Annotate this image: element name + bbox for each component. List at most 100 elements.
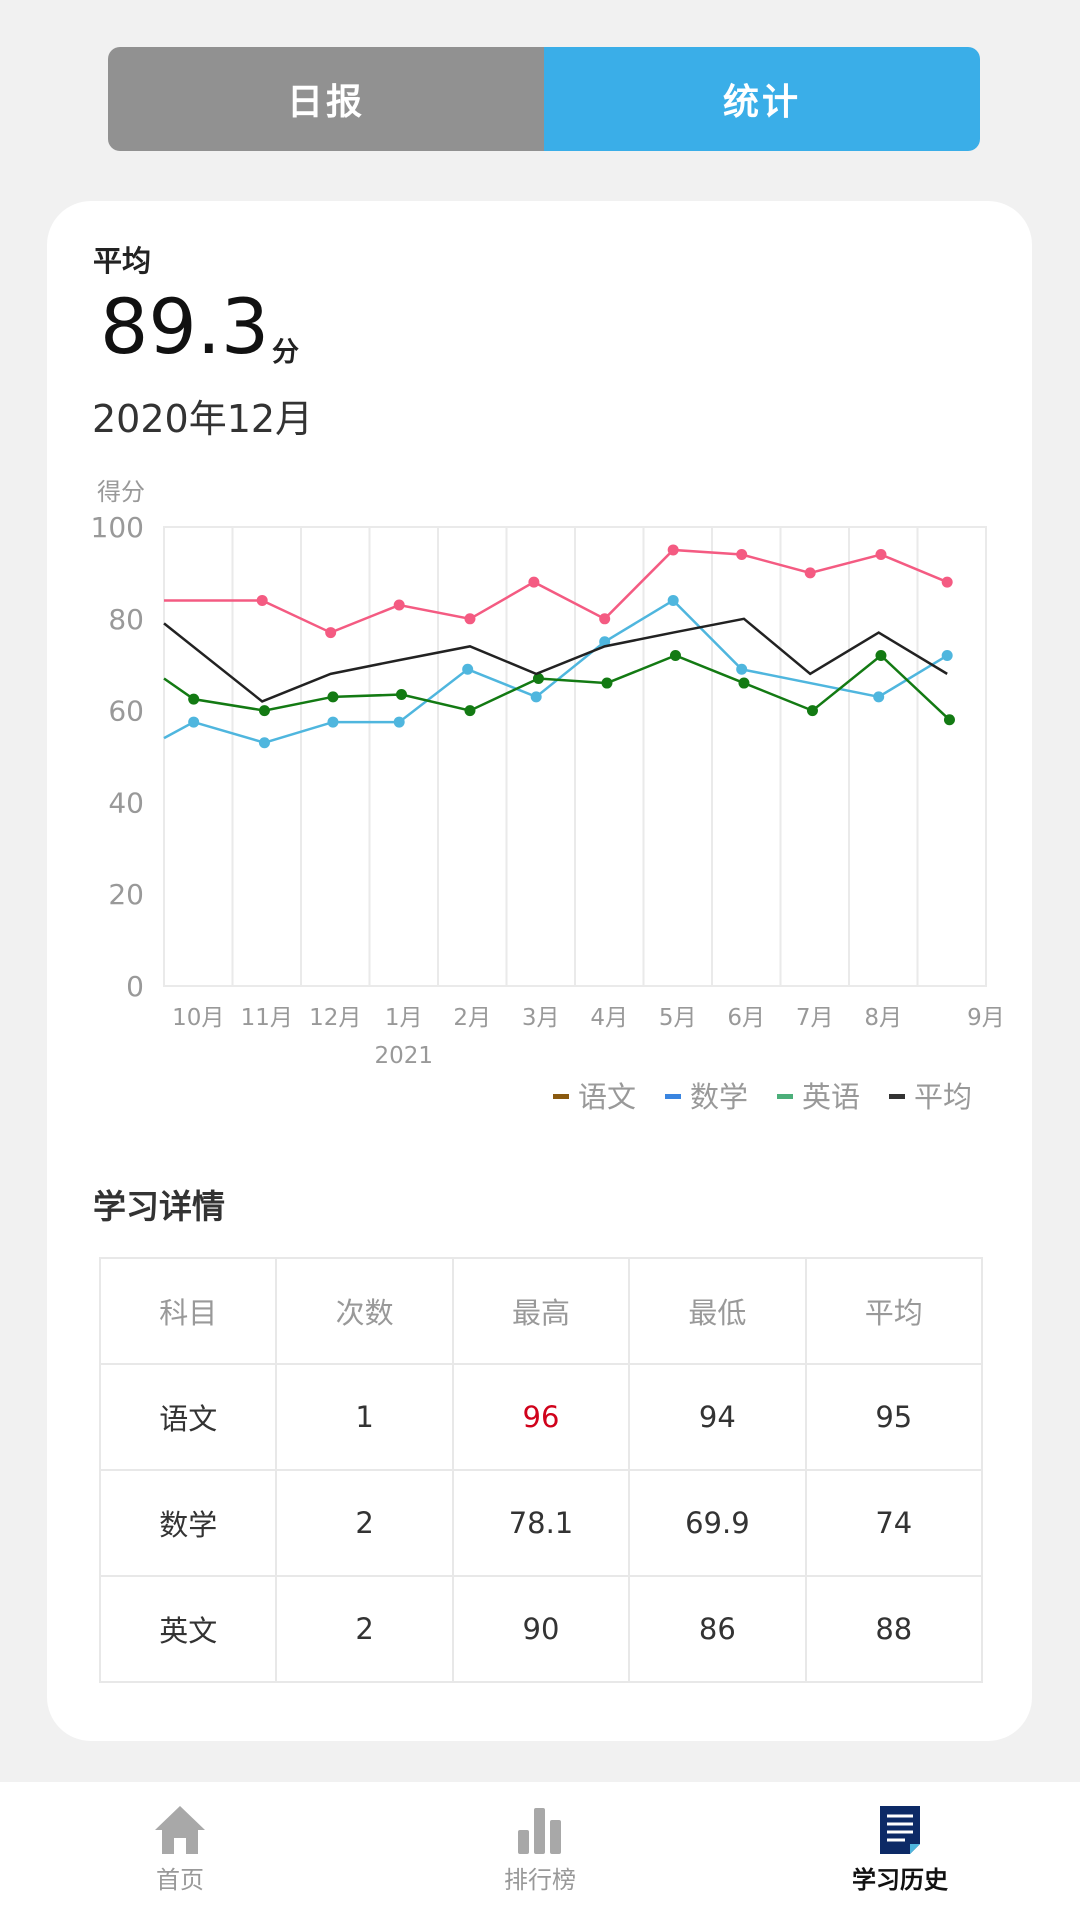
cell: 1	[275, 1363, 454, 1471]
data-point	[532, 672, 544, 684]
series-line-0	[164, 548, 948, 634]
data-point	[258, 705, 270, 717]
data-point	[736, 663, 748, 675]
data-point	[599, 636, 611, 648]
details-title: 学习详情	[93, 1187, 225, 1226]
cell: 语文	[98, 1363, 278, 1471]
legend-label: 数学	[690, 1080, 748, 1114]
cell: 96	[451, 1363, 631, 1471]
average-label: 平均	[93, 244, 152, 278]
header-cell: 次数	[275, 1257, 454, 1365]
data-point	[599, 613, 611, 625]
y-tick-label: 0	[126, 970, 144, 1003]
data-point	[941, 650, 953, 662]
data-point	[667, 544, 679, 556]
data-point	[875, 549, 887, 561]
data-point	[258, 737, 270, 749]
series-line-1	[163, 598, 948, 745]
x-tick-label: 2月	[453, 1005, 491, 1031]
cell: 88	[804, 1575, 984, 1683]
x-tick-label: 10月	[172, 1005, 224, 1031]
y-tick-label: 60	[108, 695, 144, 728]
x-tick-label: 5月	[659, 1005, 697, 1031]
data-point	[188, 693, 200, 705]
legend-label: 语文	[578, 1080, 636, 1114]
legend-swatch	[553, 1094, 569, 1099]
cell: 英文	[98, 1575, 278, 1683]
data-point	[327, 716, 339, 728]
data-point	[188, 716, 200, 728]
data-point	[464, 705, 476, 717]
x-sub-label: 2021	[374, 1043, 433, 1069]
nav-ranking-label: 排行榜	[504, 1866, 576, 1894]
tab-daily-report[interactable]: 日报	[108, 47, 544, 151]
legend-label: 英语	[802, 1080, 860, 1114]
data-point	[395, 689, 407, 701]
table-row: 语文 1 96 94 95	[98, 1363, 984, 1471]
data-point	[393, 716, 405, 728]
data-point	[873, 691, 885, 703]
table-header-row: 科目 次数 最高 最低 平均	[98, 1257, 984, 1365]
cell: 69.9	[628, 1469, 807, 1577]
legend-swatch	[777, 1094, 793, 1099]
header-cell: 最低	[628, 1257, 807, 1365]
data-point	[393, 599, 405, 611]
x-tick-label: 3月	[522, 1005, 560, 1031]
y-tick-label: 80	[108, 603, 144, 636]
data-point	[256, 594, 268, 606]
table-row: 英文 2 90 86 88	[98, 1575, 984, 1683]
nav-study-history[interactable]: 学习历史	[720, 1782, 1080, 1920]
cell: 2	[275, 1469, 454, 1577]
cell: 74	[804, 1469, 984, 1577]
data-point	[804, 567, 816, 579]
data-point	[806, 705, 818, 717]
view-toggle: 日报 统计	[108, 47, 980, 151]
data-point	[325, 627, 337, 639]
data-point	[667, 594, 679, 606]
header-cell: 科目	[98, 1257, 278, 1365]
score-line-chart: 得分 0 20 40 60 80 100 10月 11月 12月 1月 2月 3月 4月 5月 6月 7月 8月 9…	[91, 478, 1005, 1114]
y-tick-label: 100	[91, 511, 144, 544]
x-tick-label: 12月	[309, 1005, 361, 1031]
x-tick-label: 11月	[241, 1005, 293, 1031]
y-tick-label: 20	[108, 878, 144, 911]
data-point	[601, 677, 613, 689]
data-point	[736, 549, 748, 561]
x-tick-label: 7月	[796, 1005, 834, 1031]
header-cell: 最高	[451, 1257, 631, 1365]
cell: 95	[804, 1363, 984, 1471]
period-label: 2020年12月	[92, 397, 314, 441]
data-point	[464, 613, 476, 625]
nav-study-history-label: 学习历史	[852, 1866, 948, 1894]
x-tick-label: 9月	[967, 1005, 1005, 1031]
legend-label: 平均	[914, 1080, 972, 1114]
cell: 90	[451, 1575, 631, 1683]
nav-home-label: 首页	[156, 1866, 204, 1894]
data-point	[528, 576, 540, 588]
x-tick-label: 8月	[864, 1005, 902, 1031]
nav-home[interactable]: 首页	[0, 1782, 360, 1920]
table-row: 数学 2 78.1 69.9 74	[98, 1469, 984, 1577]
legend-swatch	[665, 1094, 681, 1099]
average-unit: 分	[272, 337, 299, 368]
cell: 78.1	[451, 1469, 631, 1577]
data-point	[530, 691, 542, 703]
tab-statistics[interactable]: 统计	[544, 47, 980, 151]
data-point	[327, 691, 339, 703]
bar-chart-icon	[518, 1808, 561, 1854]
cell: 数学	[98, 1469, 278, 1577]
bottom-nav: 首页 排行榜 学习历史	[0, 1782, 1080, 1920]
data-point	[943, 714, 955, 726]
y-axis-title: 得分	[97, 478, 145, 506]
legend-swatch	[889, 1094, 905, 1099]
average-value: 89.3	[100, 282, 270, 371]
nav-ranking[interactable]: 排行榜	[360, 1782, 720, 1920]
data-point	[738, 677, 750, 689]
cell: 2	[275, 1575, 454, 1683]
home-icon	[155, 1806, 205, 1854]
document-icon	[880, 1806, 920, 1854]
data-point	[462, 663, 474, 675]
header-cell: 平均	[804, 1257, 984, 1365]
y-tick-label: 40	[108, 786, 144, 819]
data-point	[875, 650, 887, 662]
